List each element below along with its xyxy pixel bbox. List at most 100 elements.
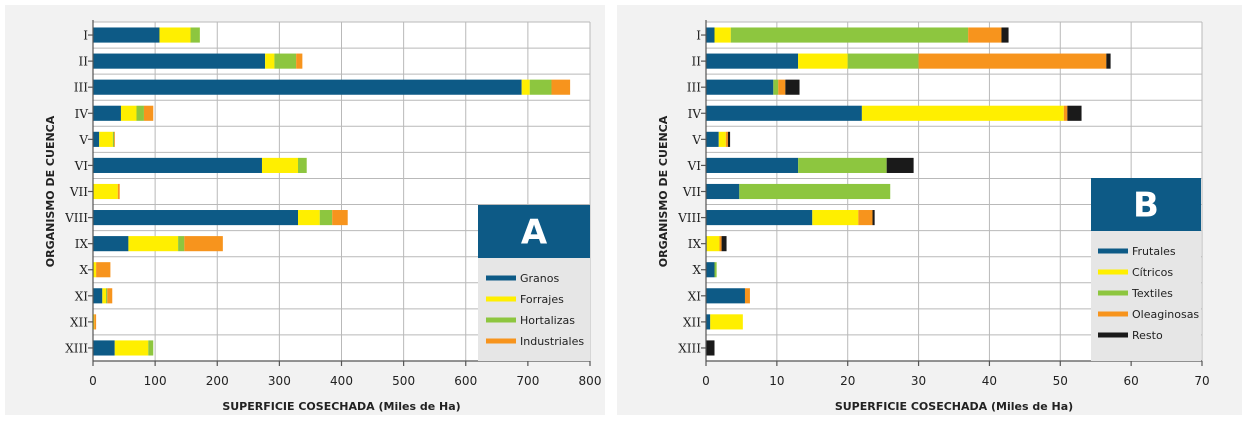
legend-swatch <box>1098 311 1128 317</box>
bar-oleaginosas-v <box>725 131 728 147</box>
bar-granos-vi <box>93 157 262 173</box>
bar-industriales-v <box>114 131 115 147</box>
x-axis-title: SUPERFICIE COSECHADA (Miles de Ha) <box>835 400 1073 413</box>
bar-forrajes-iii <box>521 79 530 95</box>
category-label: I <box>696 29 701 43</box>
bar-resto-vi <box>886 157 914 173</box>
bar-forrajes-vii <box>93 183 118 200</box>
bar-citricos-viii <box>812 210 859 226</box>
bar-hortalizas-v <box>112 131 115 147</box>
bar-forrajes-xiii <box>114 340 149 356</box>
legend-label: Oleaginosas <box>1132 308 1199 321</box>
x-tick-label: 0 <box>702 374 710 388</box>
category-label: VI <box>74 159 89 173</box>
bar-granos-ii <box>93 53 266 69</box>
bar-frutales-i <box>706 27 715 43</box>
bar-frutales-viii <box>706 210 813 226</box>
bar-hortalizas-ix <box>178 236 185 252</box>
y-axis-title: ORGANISMO DE CUENCA <box>44 115 57 267</box>
bar-industriales-ix <box>184 236 223 252</box>
x-tick-label: 60 <box>1124 374 1139 388</box>
category-label: X <box>79 263 88 277</box>
bar-industriales-ii <box>296 53 303 69</box>
bar-frutales-v <box>706 131 719 147</box>
legend-swatch <box>1098 332 1128 338</box>
category-label: VIII <box>677 211 701 225</box>
category-label: IX <box>75 237 89 251</box>
x-tick-label: 10 <box>769 374 784 388</box>
legend-swatch <box>1098 290 1128 296</box>
bar-oleaginosas-ii <box>918 53 1107 69</box>
bar-oleaginosas-iii <box>778 79 786 95</box>
category-label: XI <box>688 289 702 303</box>
bar-granos-i <box>93 27 160 43</box>
x-tick-label: 500 <box>392 374 415 388</box>
category-label: XIII <box>678 341 701 355</box>
bar-frutales-ii <box>706 53 799 69</box>
bar-citricos-xii <box>710 314 743 330</box>
category-label: II <box>79 55 89 69</box>
y-axis-title: ORGANISMO DE CUENCA <box>657 115 670 267</box>
bar-frutales-xi <box>706 288 745 304</box>
legend-label: Forrajes <box>520 293 564 306</box>
bar-industriales-xi <box>107 288 113 304</box>
legend-label: Cítricos <box>1132 266 1173 279</box>
legend-swatch <box>486 317 516 323</box>
bar-forrajes-x <box>93 262 97 278</box>
bar-hortalizas-ii <box>274 53 297 69</box>
bar-hortalizas-viii <box>319 210 333 226</box>
category-label: I <box>83 29 88 43</box>
x-tick-label: 700 <box>516 374 539 388</box>
category-label: VII <box>69 185 88 199</box>
bar-citricos-ix <box>706 236 720 252</box>
bar-hortalizas-i <box>190 27 200 43</box>
legend <box>478 258 590 361</box>
bar-textiles-ii <box>847 53 919 69</box>
panel-badge-label: B <box>1133 186 1159 226</box>
x-tick-label: 70 <box>1194 374 1209 388</box>
x-tick-label: 40 <box>982 374 997 388</box>
category-label: XII <box>683 315 701 329</box>
bar-granos-xiii <box>93 340 115 356</box>
category-label: VI <box>687 159 702 173</box>
bar-textiles-iii <box>773 79 779 95</box>
x-tick-label: 100 <box>144 374 167 388</box>
legend-label: Frutales <box>1132 245 1176 258</box>
legend-swatch <box>486 275 516 281</box>
category-label: IV <box>688 107 702 121</box>
bar-frutales-x <box>706 262 715 278</box>
panel-badge <box>1091 178 1201 231</box>
legend-label: Resto <box>1132 329 1163 342</box>
bar-granos-iii <box>93 79 522 95</box>
bar-textiles-vii <box>739 183 891 200</box>
bar-granos-v <box>93 131 100 147</box>
x-tick-label: 400 <box>330 374 353 388</box>
bar-oleaginosas-iv <box>1063 105 1068 121</box>
bar-hortalizas-vi <box>298 157 307 173</box>
legend-label: Granos <box>520 272 559 285</box>
category-label: V <box>78 133 88 147</box>
bar-oleaginosas-ix <box>719 236 722 252</box>
category-label: III <box>687 81 701 95</box>
bar-industriales-vii <box>117 183 120 200</box>
bar-resto-iv <box>1067 105 1082 121</box>
bar-forrajes-vi <box>261 157 299 173</box>
category-label: X <box>692 263 701 277</box>
bar-industriales-iii <box>551 79 571 95</box>
bar-citricos-i <box>714 27 731 43</box>
bar-resto-iii <box>785 79 800 95</box>
bar-forrajes-viii <box>298 210 320 226</box>
x-tick-label: 600 <box>454 374 477 388</box>
bar-hortalizas-xi <box>106 288 108 304</box>
bar-forrajes-ix <box>128 236 179 252</box>
legend-label: Textiles <box>1131 287 1173 300</box>
bar-citricos-iv <box>861 105 1064 121</box>
category-label: XII <box>70 315 88 329</box>
category-label: IX <box>688 237 702 251</box>
category-label: IV <box>75 107 89 121</box>
bar-oleaginosas-i <box>968 27 1002 43</box>
bar-forrajes-xii <box>93 314 95 330</box>
bar-resto-ix <box>721 236 727 252</box>
chart-b: 0 10 20 30 40 50 60 70IIIIIIIVVVIVIIVIIIIXXXIXI… <box>617 5 1242 415</box>
bar-hortalizas-iv <box>136 105 144 121</box>
